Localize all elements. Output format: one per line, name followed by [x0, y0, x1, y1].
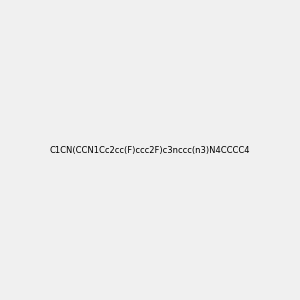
- Text: C1CN(CCN1Cc2cc(F)ccc2F)c3nccc(n3)N4CCCC4: C1CN(CCN1Cc2cc(F)ccc2F)c3nccc(n3)N4CCCC4: [50, 146, 250, 154]
